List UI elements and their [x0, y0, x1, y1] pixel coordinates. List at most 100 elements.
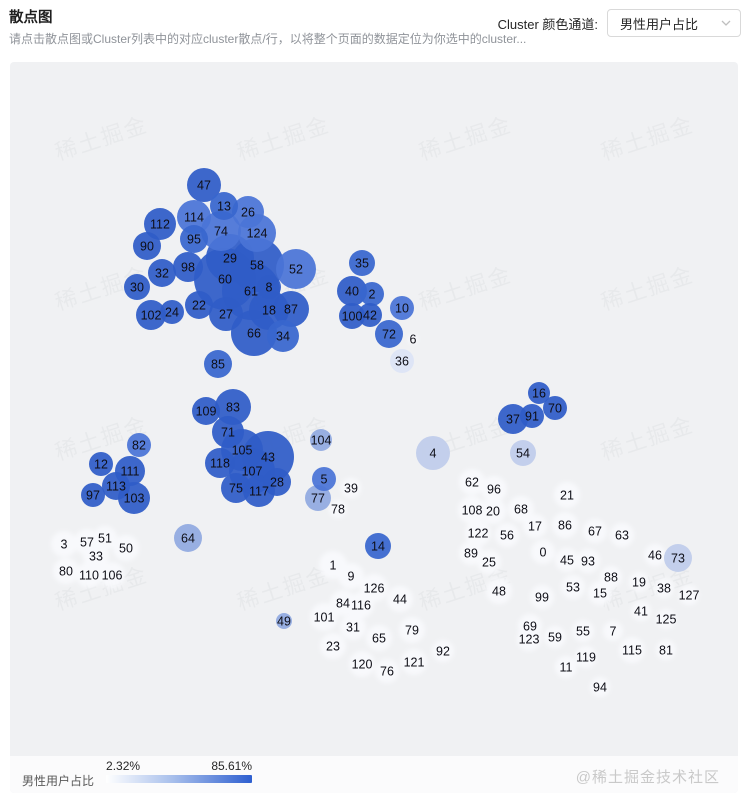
cluster-bubble[interactable] [273, 291, 309, 327]
cluster-bubble[interactable] [583, 519, 607, 543]
cluster-bubble[interactable] [528, 382, 550, 404]
cluster-bubble[interactable] [610, 523, 634, 547]
cluster-bubble[interactable] [486, 578, 512, 604]
cluster-bubble[interactable] [575, 646, 597, 668]
cluster-bubble[interactable] [133, 232, 161, 260]
cluster-bubble[interactable] [89, 452, 113, 476]
cluster-bubble[interactable] [631, 601, 651, 621]
cluster-bubble[interactable] [481, 476, 507, 502]
cluster-bubble[interactable] [341, 478, 361, 498]
cluster-bubble[interactable] [530, 585, 554, 609]
cluster-bubble[interactable] [399, 617, 425, 643]
cluster-bubble[interactable] [360, 282, 384, 306]
cluster-bubble[interactable] [144, 208, 176, 240]
cluster-bubble[interactable] [508, 496, 534, 522]
cluster-bubble[interactable] [408, 334, 418, 344]
cluster-bubble[interactable] [552, 512, 578, 538]
cluster-bubble[interactable] [102, 472, 130, 500]
cluster-bubble[interactable] [127, 433, 151, 457]
cluster-bubble[interactable] [554, 482, 580, 508]
cluster-bubble[interactable] [187, 168, 221, 202]
cluster-bubble[interactable] [416, 436, 450, 470]
cluster-bubble[interactable] [312, 467, 336, 491]
cluster-bubble[interactable] [401, 649, 427, 675]
cluster-bubble[interactable] [358, 303, 382, 327]
cluster-bubble[interactable] [348, 592, 374, 618]
cluster-bubble[interactable] [654, 578, 674, 598]
cluster-bubble[interactable] [590, 677, 610, 697]
cluster-bubble[interactable] [93, 526, 117, 550]
cluster-bubble[interactable] [576, 549, 600, 573]
cluster-bubble[interactable] [531, 540, 555, 564]
cluster-bubble[interactable] [644, 544, 666, 566]
cluster-bubble[interactable] [180, 225, 208, 253]
cluster-bubble[interactable] [459, 469, 485, 495]
cluster-bubble[interactable] [390, 296, 414, 320]
cluster-bubble[interactable] [432, 640, 454, 662]
cluster-bubble[interactable] [177, 200, 211, 234]
cluster-bubble[interactable] [459, 541, 483, 565]
cluster-bubble[interactable] [555, 548, 579, 572]
cluster-bubble[interactable] [664, 544, 692, 572]
cluster-bubble[interactable] [498, 404, 528, 434]
cluster-bubble[interactable] [337, 276, 367, 306]
cluster-bubble[interactable] [656, 640, 676, 660]
cluster-bubble[interactable] [477, 550, 501, 574]
cluster-bubble[interactable] [276, 249, 316, 289]
cluster-bubble[interactable] [656, 609, 676, 629]
cluster-bubble[interactable] [365, 533, 391, 559]
cluster-bubble[interactable] [338, 563, 364, 589]
cluster-bubble[interactable] [544, 626, 566, 648]
cluster-bubble[interactable] [310, 429, 332, 451]
cluster-bubble[interactable] [185, 291, 213, 319]
cluster-bubble[interactable] [201, 211, 241, 251]
cluster-bubble[interactable] [517, 627, 541, 651]
cluster-bubble[interactable] [267, 320, 299, 352]
cluster-bubble[interactable] [555, 656, 577, 678]
cluster-bubble[interactable] [510, 440, 536, 466]
cluster-bubble[interactable] [329, 500, 347, 518]
cluster-bubble[interactable] [310, 603, 338, 631]
cluster-bubble[interactable] [232, 196, 264, 228]
cluster-bubble[interactable] [76, 562, 102, 588]
cluster-bubble[interactable] [192, 397, 220, 425]
color-channel-select[interactable]: 男性用户占比 [607, 9, 741, 37]
cluster-bubble[interactable] [51, 531, 77, 557]
cluster-bubble[interactable] [603, 621, 623, 641]
cluster-bubble[interactable] [340, 614, 366, 640]
cluster-bubble[interactable] [210, 192, 238, 220]
cluster-bubble[interactable] [124, 274, 150, 300]
cluster-bubble[interactable] [221, 473, 251, 503]
cluster-bubble[interactable] [458, 496, 486, 524]
cluster-bubble[interactable] [375, 320, 403, 348]
cluster-bubble[interactable] [209, 297, 243, 331]
cluster-bubble[interactable] [495, 523, 519, 547]
cluster-bubble[interactable] [543, 396, 567, 420]
cluster-bubble[interactable] [212, 416, 244, 448]
cluster-bubble[interactable] [387, 586, 413, 612]
cluster-bubble[interactable] [215, 389, 251, 425]
cluster-bubble[interactable] [349, 651, 375, 677]
cluster-bubble[interactable] [99, 562, 125, 588]
cluster-bubble[interactable] [390, 349, 414, 373]
cluster-bubble[interactable] [588, 581, 612, 605]
cluster-bubble[interactable] [320, 633, 346, 659]
cluster-bubble[interactable] [263, 468, 291, 496]
cluster-bubble[interactable] [205, 448, 235, 478]
cluster-bubble[interactable] [174, 524, 202, 552]
cluster-bubble[interactable] [349, 250, 375, 276]
cluster-bubble[interactable] [561, 575, 585, 599]
cluster-bubble[interactable] [136, 300, 166, 330]
cluster-bubble[interactable] [113, 535, 139, 561]
cluster-bubble[interactable] [480, 498, 506, 524]
cluster-bubble[interactable] [53, 558, 79, 584]
cluster-bubble[interactable] [600, 566, 622, 588]
cluster-bubble[interactable] [619, 637, 645, 663]
cluster-bubble[interactable] [679, 585, 699, 605]
cluster-bubble[interactable] [257, 275, 281, 299]
cluster-bubble[interactable] [204, 350, 232, 378]
cluster-bubble[interactable] [81, 483, 105, 507]
cluster-bubble[interactable] [173, 252, 203, 282]
cluster-bubble[interactable] [276, 613, 292, 629]
